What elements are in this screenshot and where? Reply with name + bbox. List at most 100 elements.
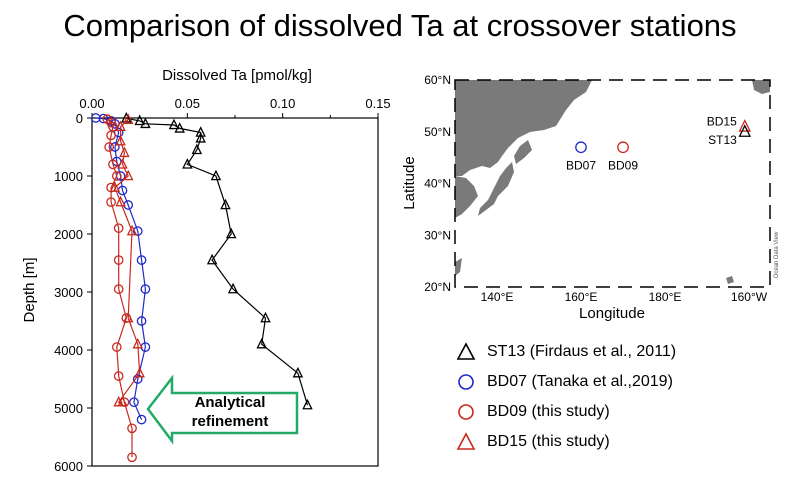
data-point-2 — [113, 255, 124, 265]
data-point-3 — [115, 195, 126, 207]
legend-label-st13: ST13 (Firdaus et al., 2011) — [487, 343, 677, 360]
data-point-2 — [108, 121, 118, 132]
x-tick-label: 0.05 — [175, 96, 200, 111]
data-point-2 — [104, 142, 115, 152]
data-point-0 — [140, 117, 151, 129]
data-point-1 — [136, 316, 147, 326]
y-tick-label: 5000 — [54, 401, 83, 416]
data-point-2 — [108, 159, 118, 170]
data-point-0 — [195, 126, 206, 137]
station-label-st13: ST13 — [708, 133, 737, 147]
data-point-3 — [115, 120, 126, 131]
data-point-3 — [117, 395, 128, 407]
station-marker-bd07 — [575, 141, 587, 154]
profile-y-axis-label: Depth [m] — [21, 257, 38, 322]
map-x-tick-label: 160°W — [731, 290, 768, 304]
data-point-3 — [134, 366, 145, 378]
refinement-label-line1: Analytical — [195, 394, 266, 411]
station-label-bd07: BD07 — [566, 158, 596, 172]
data-point-0 — [302, 398, 313, 410]
landmass-alaska — [726, 80, 770, 284]
data-point-0 — [134, 114, 145, 126]
data-point-1 — [136, 414, 147, 425]
x-tick-label: 0.00 — [79, 96, 104, 111]
refinement-arrow — [146, 374, 299, 445]
triangle-marker-icon — [456, 342, 476, 360]
legend-label-bd15: BD15 (this study) — [487, 433, 610, 450]
data-point-0 — [206, 253, 218, 265]
map-x-tick-label: 180°E — [649, 290, 682, 304]
data-point-1 — [132, 226, 143, 236]
circle-marker-icon — [458, 404, 474, 420]
profile-x-axis-label: Dissolved Ta [pmol/kg] — [162, 67, 312, 84]
data-point-3 — [126, 224, 138, 236]
data-point-1 — [132, 374, 143, 384]
x-tick-label: 0.15 — [365, 96, 390, 111]
legend-item-st13: ST13 (Firdaus et al., 2011) — [455, 340, 676, 364]
data-point-2 — [113, 284, 124, 294]
data-point-0 — [182, 158, 193, 169]
legend-label-bd07: BD07 (Tanaka et al.,2019) — [487, 373, 673, 390]
data-point-0 — [168, 118, 180, 130]
landmass-japan-asia — [455, 80, 592, 276]
data-point-3 — [117, 158, 128, 169]
data-point-1 — [140, 284, 151, 294]
data-point-2 — [106, 197, 116, 207]
data-point-0 — [225, 227, 237, 239]
map-y-tick-label: 20°N — [424, 280, 451, 294]
y-tick-label: 1000 — [54, 169, 83, 184]
map-x-tick-label: 160°E — [565, 290, 598, 304]
data-point-2 — [113, 371, 124, 381]
map-frame — [454, 79, 771, 288]
data-point-2 — [106, 130, 116, 141]
map-x-axis-label: Longitude — [579, 305, 645, 322]
data-point-0 — [256, 337, 267, 349]
map-y-tick-label: 30°N — [424, 228, 451, 242]
map-y-tick-label: 40°N — [424, 177, 451, 191]
station-label-bd09: BD09 — [608, 158, 638, 172]
data-point-1 — [129, 397, 139, 408]
map-x-tick-label: 140°E — [481, 290, 514, 304]
triangle-marker-icon — [456, 432, 476, 450]
data-point-2 — [111, 171, 122, 181]
data-point-2 — [127, 452, 137, 463]
legend-item-bd07: BD07 (Tanaka et al.,2019) — [455, 370, 673, 394]
station-marker-bd15 — [738, 119, 752, 132]
legend-label-bd09: BD09 (this study) — [487, 403, 610, 420]
data-point-2 — [113, 223, 124, 234]
data-point-0 — [210, 169, 222, 181]
refinement-label-line2: refinement — [192, 413, 269, 430]
data-point-3 — [109, 181, 121, 192]
map-y-tick-label: 50°N — [424, 125, 451, 139]
data-point-3 — [119, 146, 130, 158]
station-marker-st13 — [738, 124, 752, 137]
data-point-3 — [122, 169, 134, 181]
data-point-3 — [122, 113, 134, 125]
data-point-0 — [227, 282, 239, 294]
data-point-3 — [122, 311, 134, 323]
circle-marker-icon — [458, 374, 474, 390]
data-point-1 — [110, 142, 120, 152]
data-point-0 — [191, 143, 203, 155]
station-marker-bd09 — [617, 141, 629, 154]
data-point-1 — [90, 113, 101, 123]
x-tick-label: 0.10 — [270, 96, 295, 111]
y-tick-label: 2000 — [54, 227, 83, 242]
station-label-bd15: BD15 — [707, 115, 737, 129]
legend-item-bd09: BD09 (this study) — [455, 400, 610, 424]
data-point-0 — [260, 311, 271, 323]
chart-title: Comparison of dissolved Ta at crossover … — [63, 8, 737, 43]
data-point-3 — [132, 337, 144, 349]
y-tick-label: 0 — [76, 111, 83, 126]
data-point-0 — [220, 198, 231, 210]
y-tick-label: 6000 — [54, 459, 83, 474]
map-y-axis-label: Latitude — [401, 156, 418, 209]
map-watermark: Ocean Data View — [774, 231, 780, 278]
data-point-2 — [111, 342, 122, 352]
series-line-0 — [126, 117, 309, 406]
map-y-tick-label: 60°N — [424, 73, 451, 87]
analytical-refinement-callout: Analytical refinement — [146, 374, 299, 445]
data-point-2 — [127, 423, 137, 434]
